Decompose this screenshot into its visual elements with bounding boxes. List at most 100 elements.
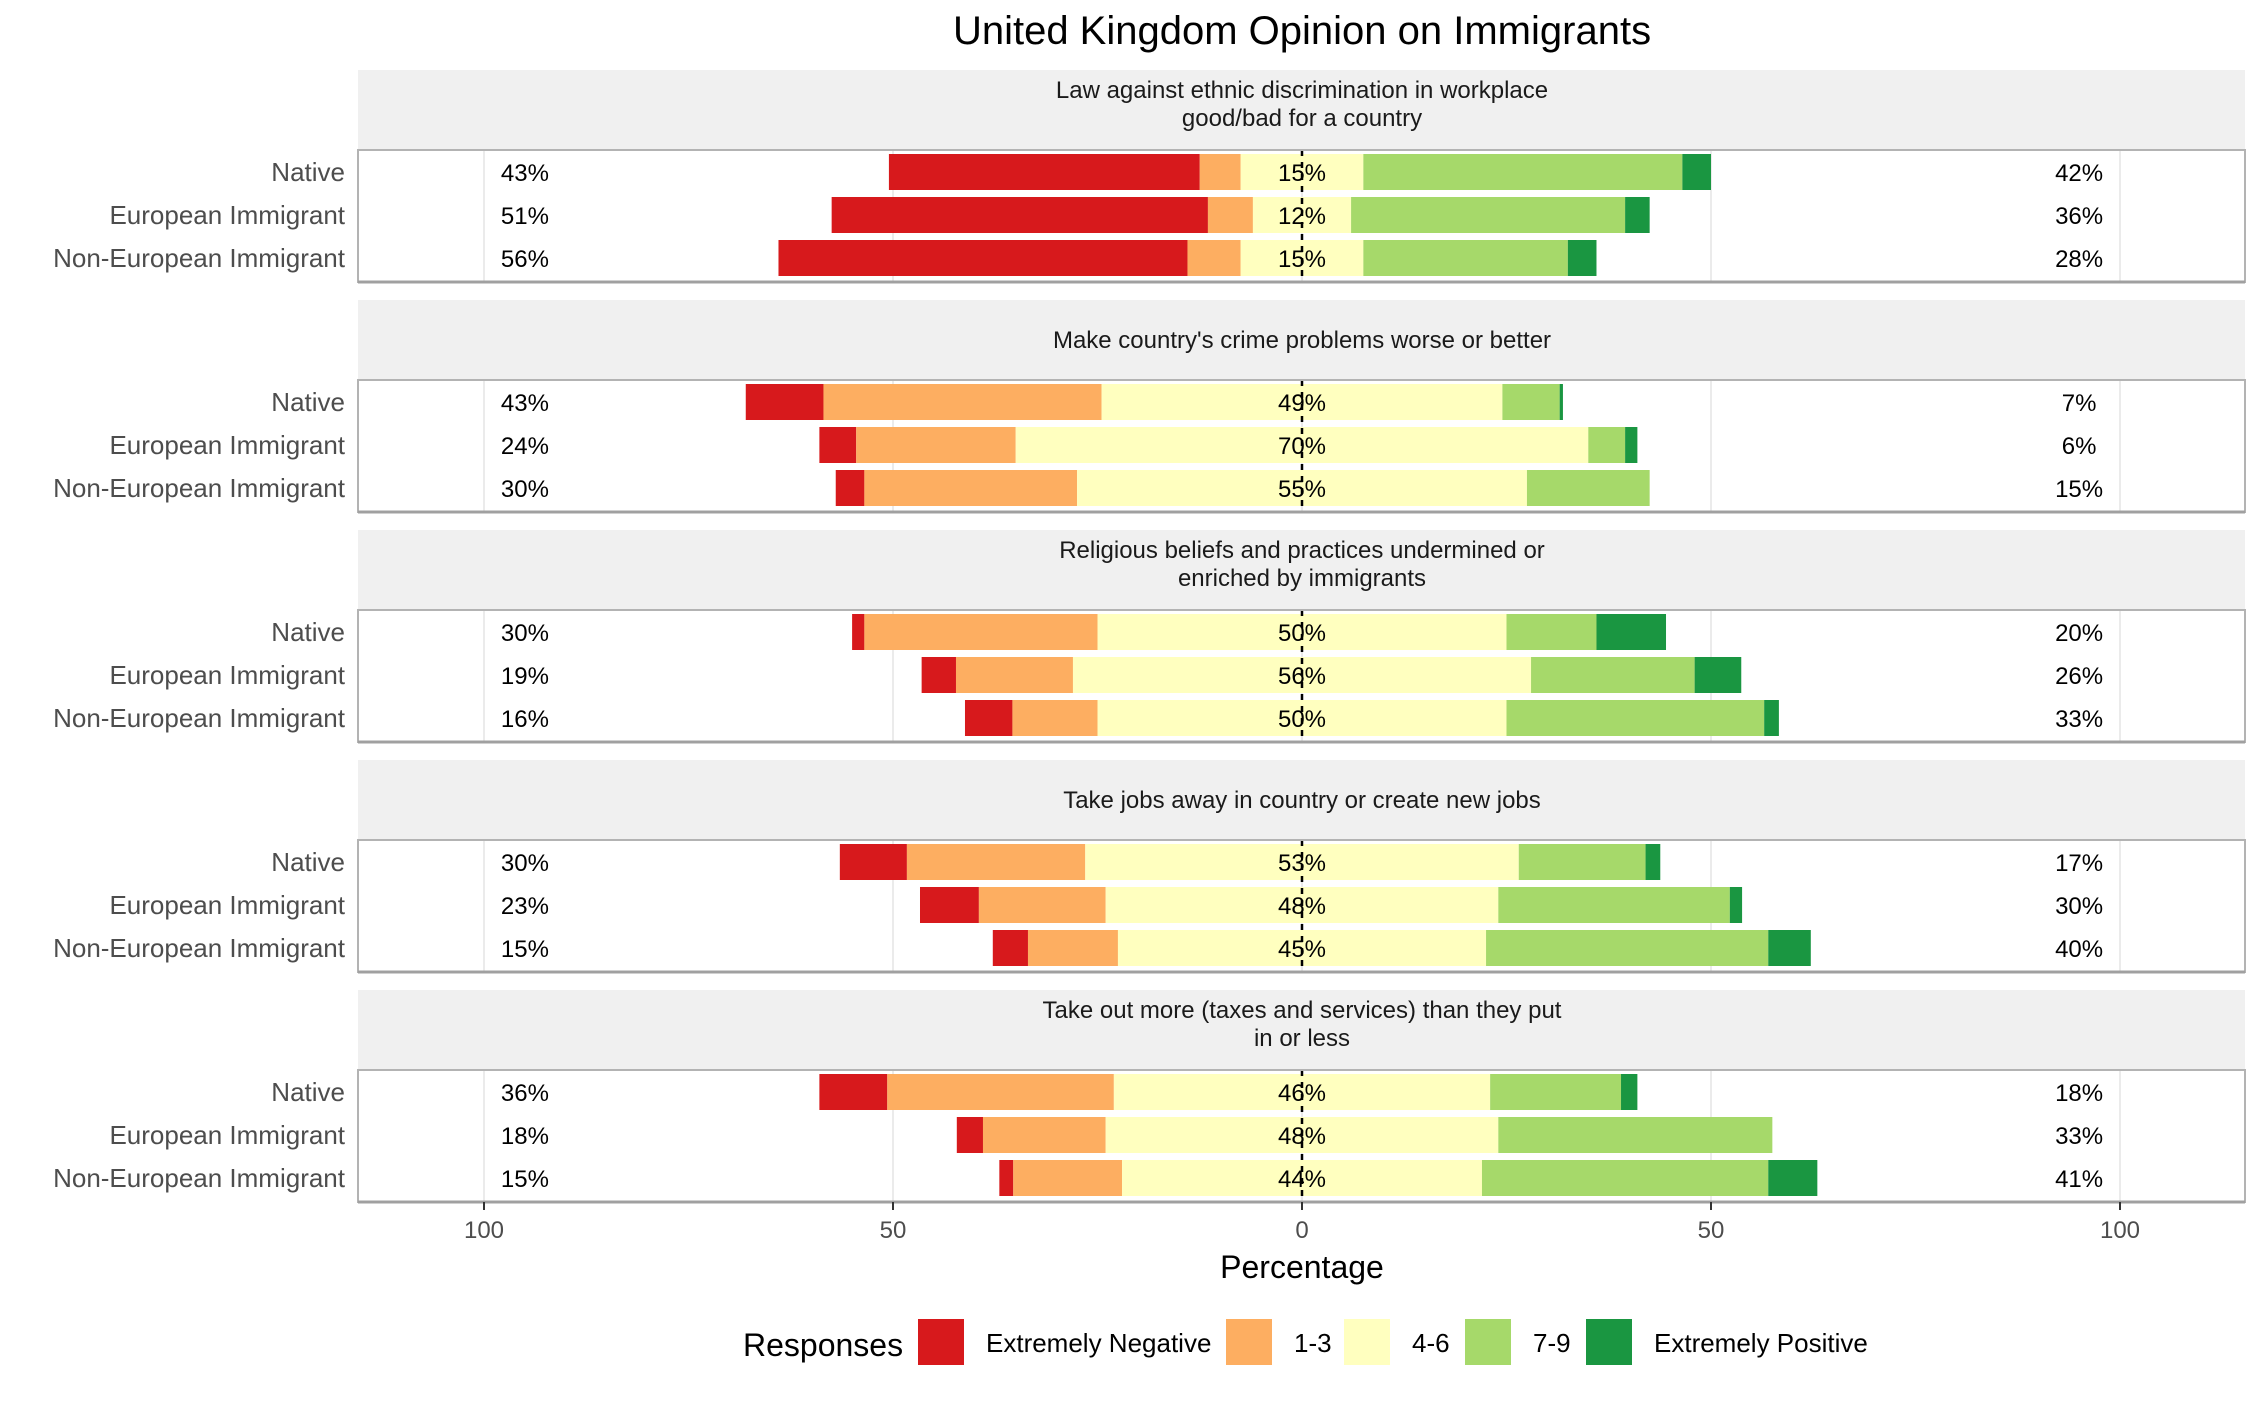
facet-strip: [358, 760, 2245, 840]
positive-percent-label: 42%: [2055, 160, 2103, 187]
legend-label: Extremely Positive: [1654, 1328, 1868, 1358]
positive-percent-label: 33%: [2055, 1123, 2103, 1150]
row-label: European Immigrant: [109, 200, 345, 230]
x-tick-label: 0: [1295, 1217, 1308, 1244]
segment-7-9: [1506, 614, 1597, 650]
segment-extremely-negative: [819, 427, 857, 463]
segment-extremely-negative: [819, 1074, 888, 1110]
negative-percent-label: 15%: [501, 936, 549, 963]
segment-1-3: [864, 470, 1078, 506]
segment-1-3: [887, 1074, 1114, 1110]
segment-7-9: [1506, 700, 1765, 736]
facet-title: Take jobs away in country or create new …: [1063, 787, 1541, 814]
facet-title: Religious beliefs and practices undermin…: [1059, 537, 1545, 564]
segment-extremely-positive: [1768, 930, 1811, 966]
segment-extremely-positive: [1625, 427, 1638, 463]
legend-label: 4-6: [1412, 1328, 1450, 1358]
row-label: European Immigrant: [109, 1120, 345, 1150]
segment-7-9: [1481, 1160, 1769, 1196]
facet-strip: [358, 300, 2245, 380]
positive-percent-label: 17%: [2055, 850, 2103, 877]
segment-extremely-positive: [1729, 887, 1743, 923]
segment-1-3: [906, 844, 1086, 880]
positive-percent-label: 6%: [2062, 433, 2097, 460]
segment-extremely-positive: [1567, 240, 1597, 276]
positive-percent-label: 18%: [2055, 1080, 2103, 1107]
segment-extremely-positive: [1764, 700, 1779, 736]
segment-extremely-positive: [1625, 197, 1650, 233]
x-axis: 100 50 0 50 100: [464, 1202, 2140, 1244]
positive-percent-label: 20%: [2055, 620, 2103, 647]
positive-percent-label: 7%: [2062, 390, 2097, 417]
segment-1-3: [856, 427, 1016, 463]
legend-label: 1-3: [1294, 1328, 1332, 1358]
segment-4-6: [1240, 154, 1364, 190]
row-label: Non-European Immigrant: [53, 1163, 346, 1193]
legend-title: Responses: [743, 1327, 903, 1363]
segment-extremely-positive: [1645, 844, 1661, 880]
legend-key: [1226, 1319, 1272, 1365]
legend-label: Extremely Negative: [986, 1328, 1211, 1358]
facet-title: enriched by immigrants: [1178, 565, 1426, 592]
segment-extremely-positive: [1682, 154, 1711, 190]
row-label: Native: [271, 1077, 345, 1107]
segment-7-9: [1518, 844, 1646, 880]
segment-1-3: [1012, 700, 1098, 736]
segment-7-9: [1531, 657, 1695, 693]
facet-strip: [358, 530, 2245, 610]
negative-percent-label: 56%: [501, 246, 549, 273]
segment-extremely-negative: [778, 240, 1188, 276]
facet-title: Make country's crime problems worse or b…: [1053, 327, 1551, 354]
negative-percent-label: 16%: [501, 706, 549, 733]
segment-1-3: [978, 887, 1106, 923]
negative-percent-label: 18%: [501, 1123, 549, 1150]
legend-key: [1344, 1319, 1390, 1365]
positive-percent-label: 33%: [2055, 706, 2103, 733]
row-label: Native: [271, 617, 345, 647]
x-axis-title: Percentage: [1220, 1249, 1384, 1285]
segment-extremely-positive: [1596, 614, 1667, 650]
facet-panel: Religious beliefs and practices undermin…: [53, 530, 2246, 744]
segment-7-9: [1588, 427, 1626, 463]
legend-key: [1586, 1319, 1632, 1365]
negative-percent-label: 30%: [501, 850, 549, 877]
segment-1-3: [1187, 240, 1241, 276]
segment-4-6: [1085, 844, 1519, 880]
segment-4-6: [1113, 1074, 1491, 1110]
facet-title: good/bad for a country: [1182, 105, 1422, 132]
segment-extremely-negative: [888, 154, 1200, 190]
x-tick-label: 100: [464, 1217, 504, 1244]
row-label: Native: [271, 847, 345, 877]
positive-percent-label: 36%: [2055, 203, 2103, 230]
negative-percent-label: 24%: [501, 433, 549, 460]
negative-percent-label: 30%: [501, 476, 549, 503]
segment-extremely-negative: [999, 1160, 1014, 1196]
segment-7-9: [1363, 240, 1568, 276]
facet-panel: Take out more (taxes and services) than …: [53, 990, 2246, 1204]
row-label: European Immigrant: [109, 660, 345, 690]
facet-title: Law against ethnic discrimination in wor…: [1056, 77, 1548, 104]
x-tick-label: 100: [2100, 1217, 2140, 1244]
row-label: Non-European Immigrant: [53, 243, 346, 273]
legend-key: [918, 1319, 964, 1365]
facet-title: Take out more (taxes and services) than …: [1043, 997, 1562, 1024]
segment-7-9: [1351, 197, 1626, 233]
negative-percent-label: 19%: [501, 663, 549, 690]
segment-extremely-negative: [964, 700, 1013, 736]
row-label: European Immigrant: [109, 890, 345, 920]
segment-1-3: [1013, 1160, 1123, 1196]
segment-extremely-negative: [852, 614, 865, 650]
segment-7-9: [1486, 930, 1769, 966]
legend-key: [1465, 1319, 1511, 1365]
segment-extremely-negative: [956, 1117, 983, 1153]
positive-percent-label: 15%: [2055, 476, 2103, 503]
positive-percent-label: 41%: [2055, 1166, 2103, 1193]
segment-extremely-negative: [745, 384, 824, 420]
positive-percent-label: 28%: [2055, 246, 2103, 273]
facet-panel: Make country's crime problems worse or b…: [53, 300, 2246, 514]
negative-percent-label: 36%: [501, 1080, 549, 1107]
x-tick-label: 50: [880, 1217, 907, 1244]
segment-extremely-negative: [831, 197, 1208, 233]
row-label: Native: [271, 387, 345, 417]
